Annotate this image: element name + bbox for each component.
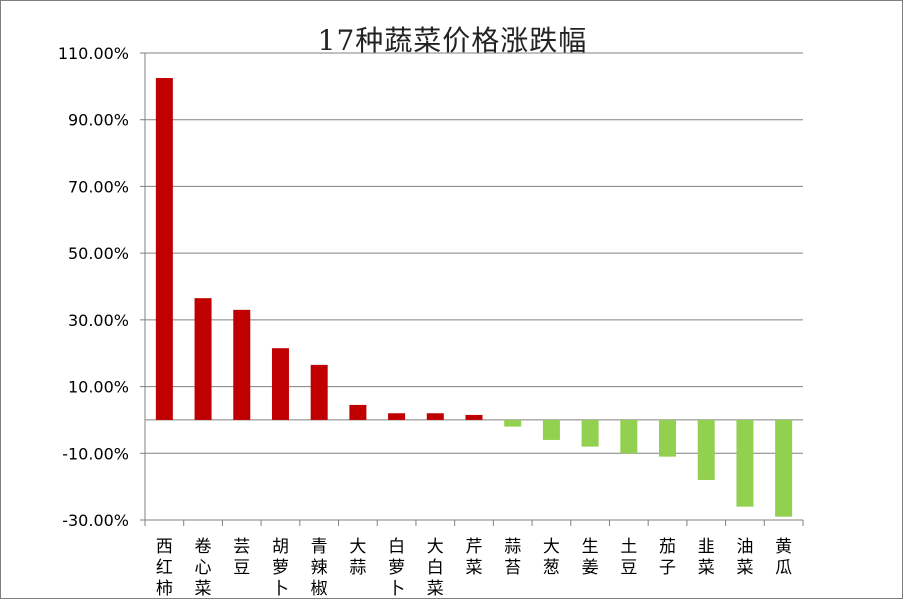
category-label: 茄子 <box>659 537 676 578</box>
bar <box>697 419 715 480</box>
y-tick-label: -30.00% <box>62 511 129 530</box>
bar <box>194 298 212 420</box>
y-tick-label: 90.00% <box>68 111 129 130</box>
category-label: 生姜 <box>582 537 599 578</box>
y-tick-label: 30.00% <box>68 311 129 330</box>
bar <box>426 413 444 420</box>
category-label: 土豆 <box>620 537 637 578</box>
y-tick-label: 70.00% <box>68 177 129 196</box>
category-label: 大蒜 <box>349 537 366 578</box>
bar <box>659 419 677 457</box>
category-label: 韭菜 <box>698 537 715 578</box>
bar <box>504 419 522 427</box>
y-tick-label: 10.00% <box>68 378 129 397</box>
bar <box>775 419 793 517</box>
category-label: 西红柿 <box>156 537 173 599</box>
y-tick-label: 110.00% <box>58 44 129 63</box>
category-label: 芹菜 <box>466 537 483 578</box>
chart-title: 17种蔬菜价格涨跌幅 <box>317 24 588 57</box>
bar <box>271 348 289 420</box>
category-label: 大白菜 <box>427 537 444 599</box>
bar <box>155 78 173 420</box>
y-tick-label: -10.00% <box>62 444 129 463</box>
category-label: 青辣椒 <box>311 537 328 599</box>
category-label: 蒜苔 <box>504 537 521 578</box>
y-tick-label: 50.00% <box>68 244 129 263</box>
bar <box>581 419 599 447</box>
bar <box>542 419 560 440</box>
bar <box>736 419 754 507</box>
bar <box>388 413 406 420</box>
category-label: 胡萝卜 <box>272 537 289 599</box>
category-label: 芸豆 <box>233 537 250 578</box>
category-label: 卷心菜 <box>195 537 212 599</box>
bar <box>349 404 367 420</box>
bar <box>233 309 251 420</box>
bar <box>465 414 483 420</box>
category-label: 黄瓜 <box>775 537 792 578</box>
category-label: 油菜 <box>736 537 753 578</box>
bar <box>310 364 328 420</box>
category-label: 大葱 <box>543 537 560 578</box>
bar <box>620 419 638 454</box>
category-label: 白萝卜 <box>388 537 405 599</box>
